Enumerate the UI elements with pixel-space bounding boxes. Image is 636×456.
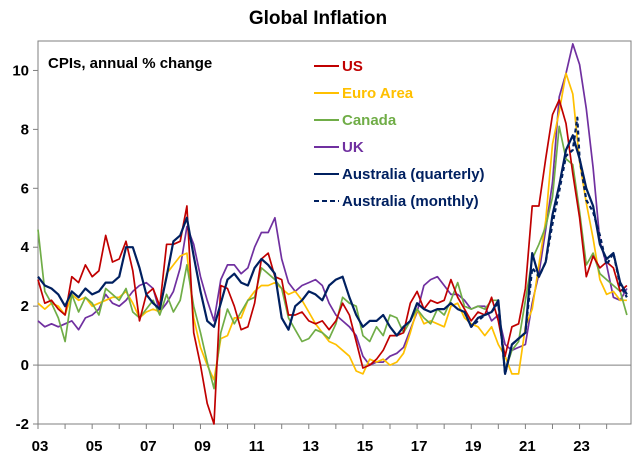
legend: US Euro Area Canada UK Australia (quarterly)… — [314, 58, 485, 210]
series-line-euro-area — [37, 72, 627, 381]
x-tick-label: 23 — [573, 438, 590, 455]
legend-label: US — [342, 58, 363, 75]
series-line-canada — [37, 125, 628, 390]
y-tick-label: 6 — [21, 180, 29, 197]
legend-label: Canada — [342, 112, 397, 129]
x-tick-label: 21 — [519, 438, 536, 455]
x-tick-label: 15 — [357, 438, 374, 455]
legend-label: Australia (quarterly) — [342, 166, 485, 183]
x-tick-label: 13 — [302, 438, 319, 455]
y-tick-label: -2 — [16, 416, 29, 433]
chart-subtitle: CPIs, annual % change — [48, 55, 212, 72]
series-line-us — [37, 99, 628, 425]
y-tick-label: 8 — [21, 121, 29, 138]
x-tick-label: 19 — [465, 438, 482, 455]
x-axis: 03 05 07 09 11 13 15 17 19 21 23 — [32, 424, 608, 455]
x-tick-label: 07 — [140, 438, 157, 455]
y-tick-label: 0 — [21, 357, 29, 374]
y-tick-label: 2 — [21, 298, 29, 315]
y-tick-label: 10 — [12, 62, 29, 79]
plot-area — [37, 40, 632, 425]
series-line-australia-quarterly — [37, 134, 628, 375]
x-tick-label: 03 — [32, 438, 49, 455]
x-tick-label: 11 — [249, 438, 265, 455]
y-tick-label: 4 — [21, 239, 30, 256]
legend-label: UK — [342, 139, 364, 156]
x-tick-label: 17 — [411, 438, 428, 455]
chart-title: Global Inflation — [249, 8, 387, 29]
x-tick-label: 09 — [194, 438, 211, 455]
x-tick-label: 05 — [86, 438, 103, 455]
y-axis: -2 0 2 4 6 8 10 — [12, 62, 38, 433]
legend-label: Australia (monthly) — [342, 193, 479, 210]
series-line-uk — [37, 43, 628, 366]
legend-label: Euro Area — [342, 85, 414, 102]
series-lines — [37, 43, 628, 425]
